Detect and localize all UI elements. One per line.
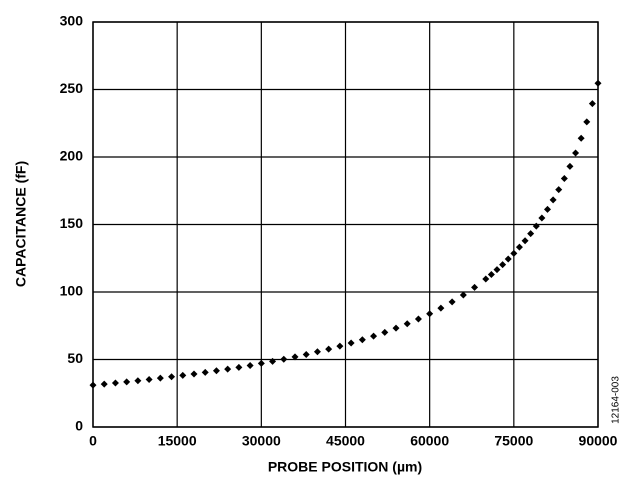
y-tick-label: 200	[60, 148, 84, 164]
marker	[437, 304, 445, 312]
marker	[482, 275, 490, 283]
y-tick-label: 100	[60, 283, 84, 299]
marker	[527, 230, 535, 238]
marker	[201, 368, 209, 376]
marker	[588, 100, 596, 108]
marker	[392, 324, 400, 332]
marker	[487, 270, 495, 278]
marker	[426, 310, 434, 318]
marker	[156, 374, 164, 382]
marker	[515, 243, 523, 251]
x-tick-label: 0	[89, 433, 97, 449]
x-tick-label: 60000	[410, 433, 449, 449]
marker	[381, 328, 389, 336]
y-tick-label: 0	[75, 418, 83, 434]
y-tick-label: 50	[67, 350, 83, 366]
marker	[269, 357, 277, 365]
y-tick-label: 150	[60, 215, 84, 231]
marker	[403, 320, 411, 328]
marker	[532, 222, 540, 230]
marker	[325, 345, 333, 353]
x-axis-label: PROBE POSITION (µm)	[268, 459, 422, 475]
marker	[134, 377, 142, 385]
marker	[493, 266, 501, 274]
marker	[521, 237, 529, 245]
marker	[555, 186, 563, 194]
marker	[358, 336, 366, 344]
marker	[190, 370, 198, 378]
figure-id: 12164-003	[611, 376, 622, 424]
x-tick-label: 15000	[158, 433, 197, 449]
marker	[291, 353, 299, 361]
marker	[414, 315, 422, 323]
marker	[499, 261, 507, 269]
marker	[471, 283, 479, 291]
marker	[448, 298, 456, 306]
x-tick-label: 45000	[326, 433, 365, 449]
marker	[538, 214, 546, 222]
x-tick-label: 30000	[242, 433, 281, 449]
x-tick-label: 90000	[579, 433, 618, 449]
marker	[594, 79, 602, 87]
marker	[370, 332, 378, 340]
y-tick-label: 300	[60, 13, 84, 29]
marker	[89, 381, 97, 389]
marker	[347, 339, 355, 347]
y-tick-label: 250	[60, 80, 84, 96]
marker	[168, 373, 176, 381]
marker	[583, 118, 591, 126]
marker	[123, 378, 131, 386]
marker	[566, 162, 574, 170]
marker	[544, 205, 551, 213]
marker	[280, 355, 288, 363]
marker	[572, 149, 580, 157]
marker	[336, 342, 344, 350]
x-tick-label: 75000	[494, 433, 533, 449]
plot-frame	[92, 21, 599, 428]
marker	[145, 375, 153, 383]
marker	[212, 367, 220, 375]
marker	[549, 196, 557, 204]
marker	[179, 371, 187, 379]
marker	[313, 348, 321, 356]
marker	[504, 255, 512, 263]
y-axis-label: CAPACITANCE (fF)	[13, 161, 29, 287]
marker	[224, 365, 232, 373]
marker	[302, 351, 310, 359]
marker	[560, 174, 568, 182]
marker	[235, 363, 243, 371]
marker	[459, 291, 467, 299]
marker	[257, 359, 265, 367]
marker	[246, 361, 254, 369]
marker	[577, 134, 585, 142]
marker	[111, 379, 119, 387]
marker	[100, 380, 108, 388]
marker	[510, 249, 518, 257]
